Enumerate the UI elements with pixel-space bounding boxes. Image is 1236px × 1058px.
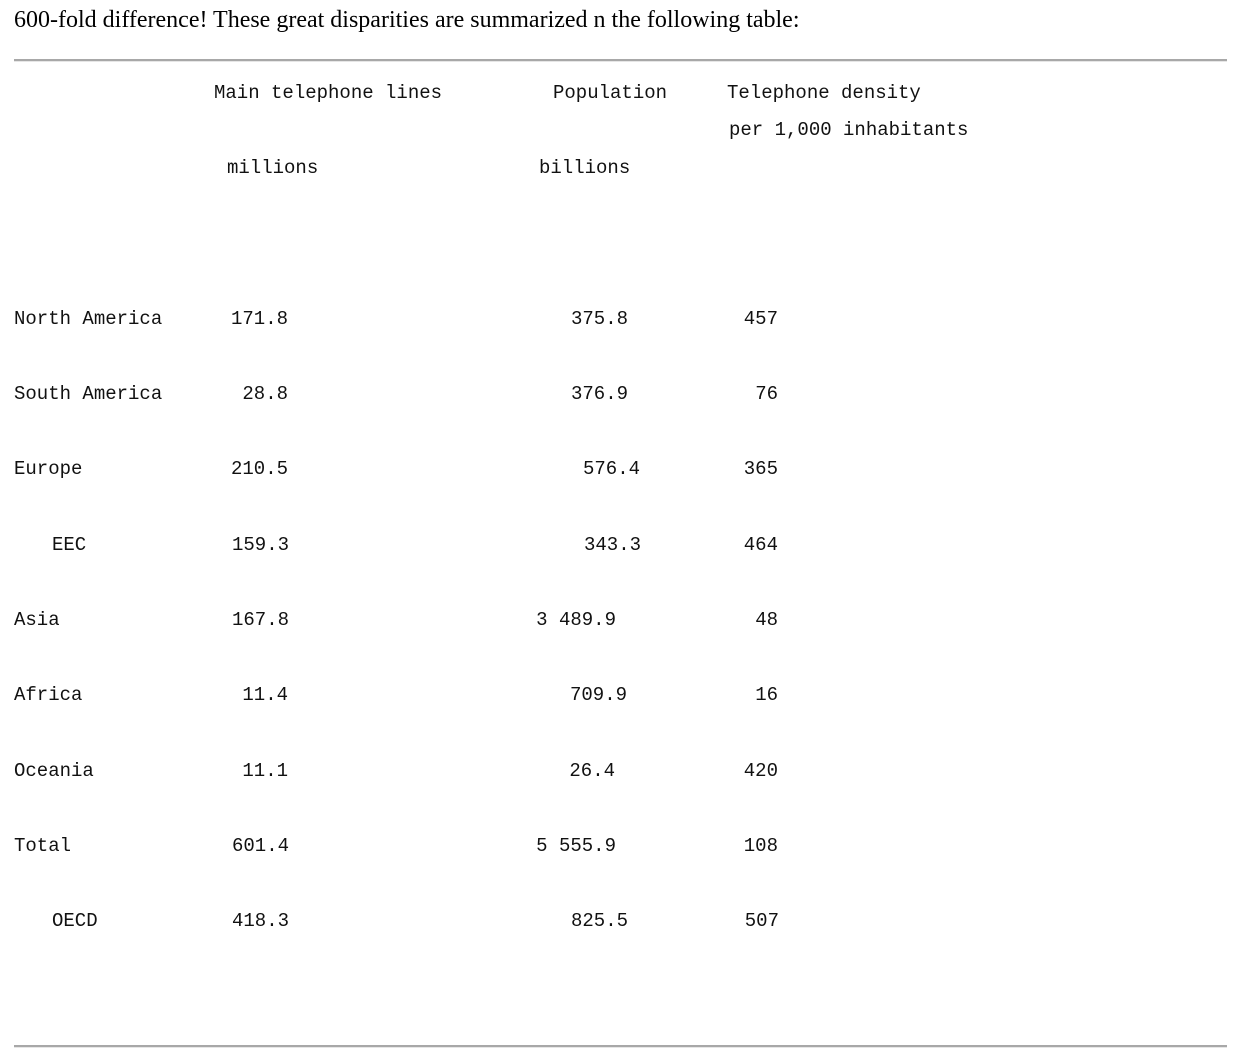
header-population: Population — [553, 82, 668, 104]
population-cell: 376.9 — [570, 383, 628, 405]
population-cell: 5 555.9 — [536, 835, 616, 857]
table-row: South America 28.8 376.9 76 — [0, 382, 1236, 406]
population-cell: 576.4 — [582, 458, 640, 480]
lines-cell: 210.5 — [230, 458, 288, 480]
table-row: North America 171.8 375.8 457 — [0, 307, 1236, 331]
density-cell: 464 — [743, 534, 778, 556]
population-cell: 3 489.9 — [536, 609, 616, 631]
density-cell: 48 — [755, 609, 778, 631]
region-cell: North America — [14, 308, 163, 330]
region-cell: EEC — [52, 534, 87, 556]
lines-cell: 601.4 — [231, 835, 289, 857]
density-cell: 365 — [743, 458, 778, 480]
density-cell: 76 — [755, 383, 778, 405]
table-row: EEC 159.3 343.3 464 — [0, 533, 1236, 557]
density-cell: 507 — [744, 910, 779, 932]
population-cell: 375.8 — [570, 308, 628, 330]
top-horizontal-rule — [14, 59, 1227, 62]
density-cell: 108 — [743, 835, 778, 857]
lines-cell: 418.3 — [231, 910, 289, 932]
header-telephone-density: Telephone density — [727, 82, 921, 104]
header-population-unit: billions — [539, 157, 631, 179]
lines-cell: 11.4 — [242, 684, 288, 706]
density-cell: 16 — [755, 684, 778, 706]
table-row: Total 601.4 5 555.9 108 — [0, 834, 1236, 858]
intro-paragraph: 600-fold difference! These great dispari… — [14, 7, 800, 33]
table-row: Oceania 11.1 26.4 420 — [0, 759, 1236, 783]
lines-cell: 28.8 — [242, 383, 288, 405]
population-cell: 709.9 — [569, 684, 627, 706]
lines-cell: 167.8 — [231, 609, 289, 631]
region-cell: South America — [14, 383, 163, 405]
population-cell: 343.3 — [583, 534, 641, 556]
table-row: Asia 167.8 3 489.9 48 — [0, 608, 1236, 632]
region-cell: Oceania — [14, 760, 94, 782]
header-density-subtitle: per 1,000 inhabitants — [729, 119, 969, 141]
header-main-telephone-lines: Main telephone lines — [214, 82, 443, 104]
table-row: Europe 210.5 576.4 365 — [0, 457, 1236, 481]
lines-cell: 159.3 — [231, 534, 289, 556]
density-cell: 457 — [743, 308, 778, 330]
population-cell: 26.4 — [569, 760, 615, 782]
population-cell: 825.5 — [570, 910, 628, 932]
region-cell: Asia — [14, 609, 60, 631]
density-cell: 420 — [743, 760, 778, 782]
region-cell: Africa — [14, 684, 83, 706]
bottom-horizontal-rule — [14, 1045, 1227, 1048]
region-cell: Total — [14, 835, 72, 857]
region-cell: OECD — [52, 910, 98, 932]
table-row: OECD 418.3 825.5 507 — [0, 909, 1236, 933]
lines-cell: 171.8 — [230, 308, 288, 330]
header-lines-unit: millions — [227, 157, 319, 179]
region-cell: Europe — [14, 458, 83, 480]
lines-cell: 11.1 — [242, 760, 288, 782]
table-row: Africa 11.4 709.9 16 — [0, 683, 1236, 707]
